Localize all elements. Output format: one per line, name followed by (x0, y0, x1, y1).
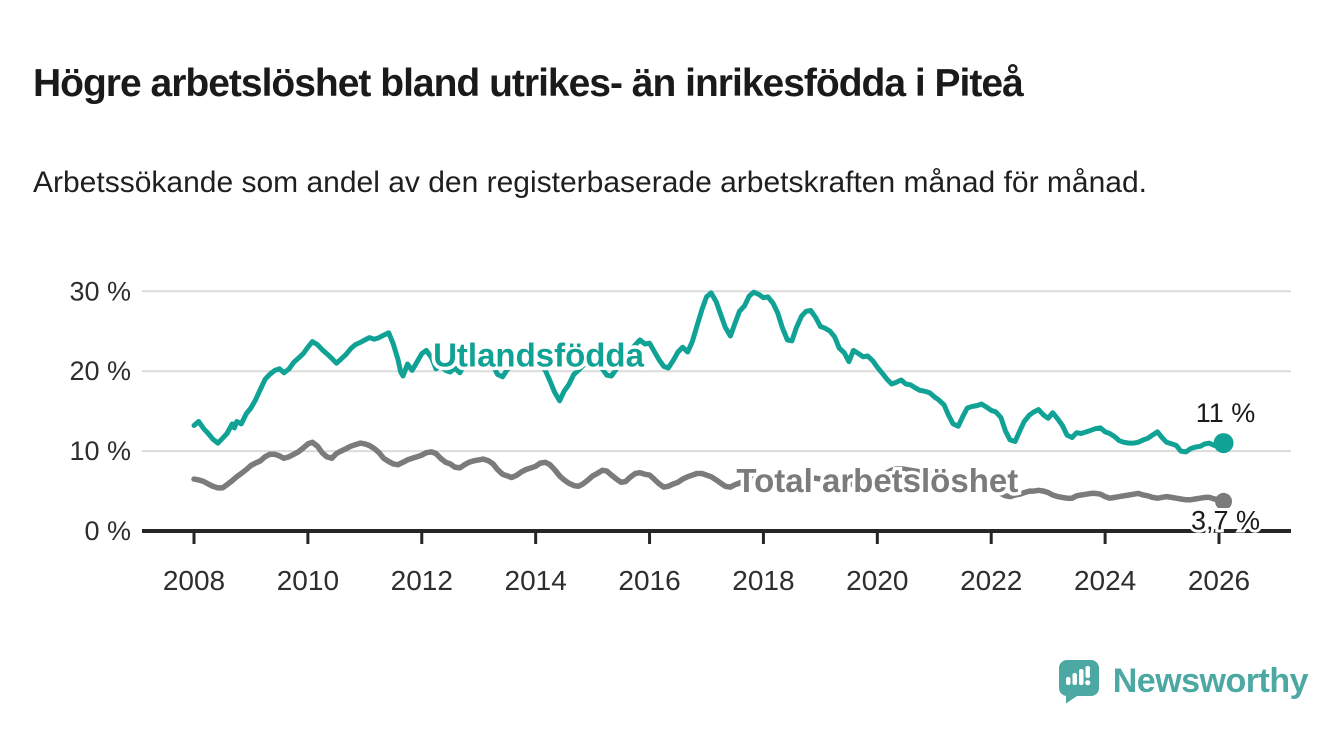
x-tick-label-2024: 2024 (1074, 565, 1136, 596)
x-tick-label-2016: 2016 (618, 565, 680, 596)
x-tick-label-2014: 2014 (505, 565, 567, 596)
end-value-label-total: 3,7 % (1191, 505, 1260, 535)
exclamation-bar (1085, 666, 1090, 678)
end-dot-total (1215, 492, 1233, 510)
x-tick-label-2026: 2026 (1188, 565, 1250, 596)
y-tick-label-10: 10 % (69, 436, 131, 466)
x-tick-label-2008: 2008 (163, 565, 225, 596)
page-title: Högre arbetslöshet bland utrikes- än inr… (33, 62, 1024, 106)
y-tick-label-20: 20 % (69, 356, 131, 386)
series-line-total (191, 439, 1227, 505)
x-tick-label-2020: 2020 (846, 565, 908, 596)
end-value-label-utlandsfodda: 11 % (1196, 398, 1256, 428)
brand-name: Newsworthy (1112, 661, 1309, 700)
y-tick-label-0: 0 % (84, 516, 131, 546)
y-tick-label-30: 30 % (69, 276, 131, 306)
bar-medium (1072, 673, 1077, 685)
exclamation-dot (1084, 680, 1091, 686)
series-label-utlandsfodda: Utlandsfödda (433, 337, 644, 374)
speech-bubble-bar-chart-icon (1058, 660, 1099, 704)
bar-large (1078, 669, 1084, 685)
x-tick-label-2012: 2012 (391, 565, 453, 596)
x-tick-label-2022: 2022 (960, 565, 1022, 596)
bar-small (1065, 677, 1071, 685)
newsworthy-logo: Newsworthy (1057, 658, 1309, 704)
x-tick-label-2018: 2018 (732, 565, 794, 596)
end-dot-utlandsfodda (1213, 433, 1234, 454)
series-label-total: Total arbetslöshet (736, 462, 1018, 499)
series-line-utlandsfodda (191, 289, 1226, 455)
page-subtitle: Arbetssökande som andel av den registerb… (33, 166, 1147, 199)
x-tick-label-2010: 2010 (277, 565, 339, 596)
